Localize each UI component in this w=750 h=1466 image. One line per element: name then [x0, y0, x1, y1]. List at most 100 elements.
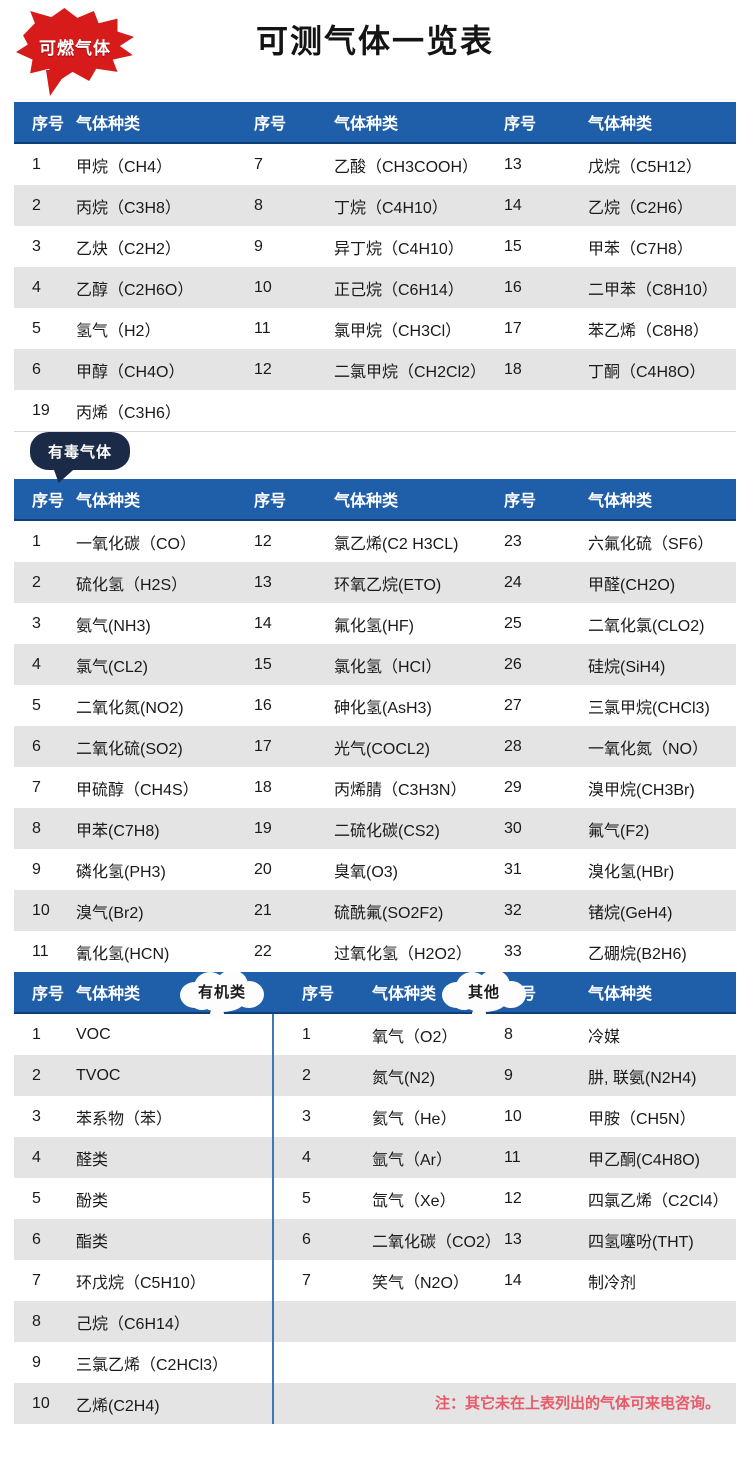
table-row: 6 二氧化碳（CO2） 13 四氢噻吩(THT): [274, 1219, 736, 1260]
col-header-gas-3: 气体种类: [588, 116, 653, 133]
row-no-3: 18: [504, 360, 522, 378]
row-gas-2: 冷媒: [588, 1028, 621, 1046]
row-gas-2: 硫酰氟(SO2F2): [334, 904, 444, 922]
row-gas-1: 二氧化氮(NO2): [76, 699, 184, 717]
row-no-1: 6: [32, 737, 41, 755]
row-no: 10: [32, 1394, 50, 1412]
row-no: 4: [32, 1148, 41, 1166]
row-gas-1: 氙气（Xe）: [372, 1192, 456, 1210]
table-row: 9 磷化氢(PH3) 20 臭氧(O3) 31 溴化氢(HBr): [14, 849, 736, 890]
row-gas-1: 溴气(Br2): [76, 904, 144, 922]
row-gas-1: 氧气（O2）: [372, 1028, 458, 1046]
other-class-badge: 其他: [438, 970, 530, 1020]
row-gas-3: 硅烷(SiH4): [588, 658, 666, 676]
row-no-1: 19: [32, 401, 50, 419]
table-row: 10 乙烯(C2H4): [14, 1383, 272, 1424]
row-no-3: 31: [504, 860, 522, 878]
row-no: 5: [32, 1189, 41, 1207]
table-row: 6 二氧化硫(SO2) 17 光气(COCL2) 28 一氧化氮（NO）: [14, 726, 736, 767]
toxic-rows: 1 一氧化碳（CO） 12 氯乙烯(C2 H3CL) 23 六氟化硫（SF6） 2 硫化氢（H…: [14, 521, 736, 973]
row-no-3: 26: [504, 655, 522, 673]
row-no-3: 32: [504, 901, 522, 919]
row-gas-1: 氨气(NH3): [76, 617, 151, 635]
row-no-3: 13: [504, 155, 522, 173]
starburst-shape: [16, 8, 134, 83]
table-row: 4 氩气（Ar） 11 甲乙酮(C4H8O): [274, 1137, 736, 1178]
row-no-1: 6: [302, 1230, 311, 1248]
col-header-gas-2: 气体种类: [334, 493, 399, 510]
flammable-gas-table: 序号 气体种类 序号 气体种类 序号 气体种类 1 甲烷（CH4） 7 乙酸（CH3C…: [14, 102, 736, 432]
row-no-3: 16: [504, 278, 522, 296]
table-row: 7 甲硫醇（CH4S） 18 丙烯腈（C3H3N） 29 溴甲烷(CH3Br): [14, 767, 736, 808]
row-gas: 苯系物（苯）: [76, 1110, 173, 1128]
table-row: [274, 1301, 736, 1342]
table-row: 10 溴气(Br2) 21 硫酰氟(SO2F2) 32 锗烷(GeH4): [14, 890, 736, 931]
row-no-3: 30: [504, 819, 522, 837]
row-no: 8: [32, 1312, 41, 1330]
row-no-3: 17: [504, 319, 522, 337]
row-gas-1: 磷化氢(PH3): [76, 863, 166, 881]
col-header-gas-3: 气体种类: [588, 493, 653, 510]
row-gas-1: 氩气（Ar）: [372, 1151, 453, 1169]
organic-pane: 1 VOC 2 TVOC 3 苯系物（苯） 4 醛类 5 酚类 6 酯类 7 环戊烷（C5H10） 8 己烷（…: [14, 1014, 272, 1424]
row-no-3: 29: [504, 778, 522, 796]
row-gas-1: 乙炔（C2H2）: [76, 240, 181, 258]
row-no-3: 33: [504, 942, 522, 960]
organic-class-badge: 有机类: [176, 970, 268, 1020]
row-gas: 醛类: [76, 1151, 109, 1169]
col-header-no-3: 序号: [504, 116, 537, 133]
table-row: 6 甲醇（CH4O） 12 二氯甲烷（CH2Cl2） 18 丁酮（C4H8O）: [14, 349, 736, 390]
table-row: 2 TVOC: [14, 1055, 272, 1096]
table-row: 2 硫化氢（H2S） 13 环氧乙烷(ETO) 24 甲醛(CH2O): [14, 562, 736, 603]
col-header-no-3: 序号: [504, 493, 537, 510]
row-gas: 乙烯(C2H4): [76, 1397, 160, 1415]
row-no-3: 14: [504, 196, 522, 214]
row-no-1: 2: [32, 196, 41, 214]
page-title: 可测气体一览表: [255, 23, 494, 59]
col-header-gas-other-2: 气体种类: [588, 986, 653, 1003]
row-no-2: 10: [254, 278, 272, 296]
row-no-2: 9: [504, 1066, 513, 1084]
table-row: 3 苯系物（苯）: [14, 1096, 272, 1137]
table-row: 1 一氧化碳（CO） 12 氯乙烯(C2 H3CL) 23 六氟化硫（SF6）: [14, 521, 736, 562]
row-gas-1: 氦气（He）: [372, 1110, 457, 1128]
row-gas-2: 砷化氢(AsH3): [334, 699, 432, 717]
row-no: 7: [32, 1271, 41, 1289]
row-gas-1: 笑气（N2O）: [372, 1274, 469, 1292]
row-gas-3: 二甲苯（C8H10）: [588, 281, 718, 299]
row-gas-2: 二硫化碳(CS2): [334, 822, 440, 840]
row-no-1: 5: [302, 1189, 311, 1207]
row-gas-2: 臭氧(O3): [334, 863, 399, 881]
row-no-1: 7: [32, 778, 41, 796]
row-no: 9: [32, 1353, 41, 1371]
row-no-1: 1: [32, 532, 41, 550]
table-row: 4 醛类: [14, 1137, 272, 1178]
row-no-1: 5: [32, 319, 41, 337]
table-row: 3 氦气（He） 10 甲胺（CH5N）: [274, 1096, 736, 1137]
row-no-1: 4: [302, 1148, 311, 1166]
row-gas: 己烷（C6H14）: [76, 1315, 190, 1333]
row-gas-1: 丙烷（C3H8）: [76, 199, 181, 217]
row-no: 1: [32, 1025, 41, 1043]
row-no-2: 14: [254, 614, 272, 632]
row-no-2: 16: [254, 696, 272, 714]
row-gas-2: 甲乙酮(C4H8O): [588, 1151, 701, 1169]
row-gas-3: 乙硼烷(B2H6): [588, 945, 687, 963]
row-no-2: 12: [504, 1189, 522, 1207]
row-gas-1: 甲烷（CH4）: [76, 158, 173, 176]
row-no-2: 13: [504, 1230, 522, 1248]
row-no-1: 3: [32, 614, 41, 632]
row-gas-2: 乙酸（CH3COOH）: [334, 158, 479, 176]
table-row: 7 笑气（N2O） 14 制冷剂: [274, 1260, 736, 1301]
col-header-gas-organic: 气体种类: [76, 986, 141, 1003]
row-gas-2: 二氯甲烷（CH2Cl2）: [334, 363, 487, 381]
row-gas-2: 丁烷（C4H10）: [334, 199, 448, 217]
row-gas: TVOC: [76, 1066, 121, 1084]
toxic-gas-badge: 有毒气体: [30, 432, 130, 470]
row-no-2: 7: [254, 155, 263, 173]
row-gas-3: 三氯甲烷(CHCl3): [588, 699, 710, 717]
row-no-2: 18: [254, 778, 272, 796]
col-header-gas-1: 气体种类: [76, 116, 141, 133]
row-no-1: 5: [32, 696, 41, 714]
